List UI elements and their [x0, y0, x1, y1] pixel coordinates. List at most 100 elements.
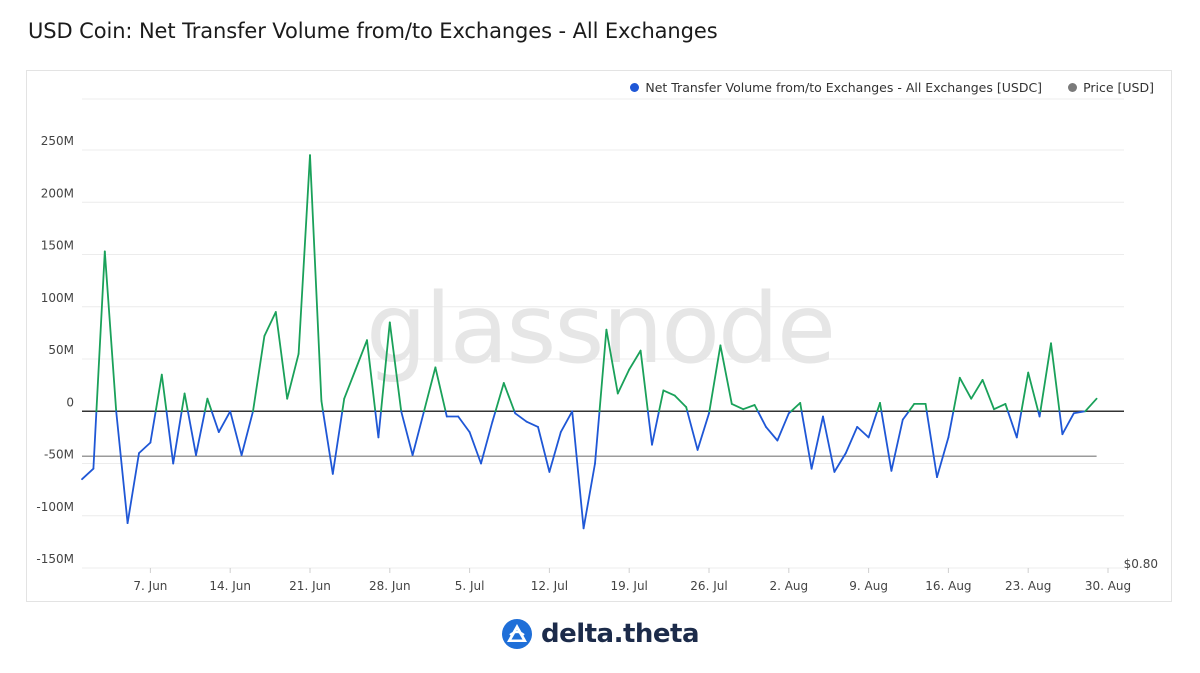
net-transfer-segment: [377, 410, 382, 439]
net-transfer-segment: [320, 399, 324, 413]
net-transfer-segment: [719, 344, 733, 405]
x-tick-label: 16. Aug: [925, 579, 971, 593]
net-transfer-segment: [115, 410, 129, 524]
net-transfer-segment: [1007, 410, 1018, 439]
net-transfer-segment: [165, 410, 175, 465]
net-transfer-segment: [206, 397, 213, 413]
x-tick-label: 2. Aug: [769, 579, 808, 593]
page-title: USD Coin: Net Transfer Volume from/to Ex…: [28, 19, 718, 43]
net-transfer-segment: [154, 373, 163, 413]
net-transfer-segment: [799, 401, 803, 413]
net-transfer-segment: [180, 392, 186, 413]
net-transfer-segment: [103, 250, 118, 413]
net-transfer-segment: [423, 366, 437, 413]
net-transfer-segment: [658, 389, 665, 413]
net-transfer-segment: [374, 410, 380, 439]
net-transfer-segment: [936, 436, 950, 479]
brand-name: delta.theta: [540, 619, 700, 649]
gridlines: [82, 98, 1124, 569]
net-transfer-segment: [639, 349, 649, 413]
net-transfer-segment: [952, 376, 961, 413]
net-transfer-segment: [867, 410, 879, 439]
legend-label-net-transfer: Net Transfer Volume from/to Exchanges - …: [645, 80, 1043, 95]
net-transfer-segment: [822, 415, 836, 473]
y-tick-label: 50M: [48, 343, 74, 357]
x-axis-ticks: 7. Jun 14. Jun 21. Jun 28. Jun 5. Jul 12. Jul…: [133, 568, 1131, 593]
net-transfer-segment: [598, 328, 608, 413]
net-transfer-segment: [673, 394, 688, 409]
net-transfer-segment: [195, 410, 206, 457]
net-transfer-segment: [559, 410, 574, 434]
net-transfer-segment: [958, 376, 973, 400]
net-transfer-segment: [95, 250, 106, 413]
net-transfer-segment: [480, 420, 494, 465]
net-transfer-segment: [924, 402, 928, 413]
net-transfer-segment: [742, 404, 756, 411]
net-transfer-segment: [172, 410, 183, 465]
net-transfer-segment: [92, 410, 98, 470]
price-axis-label: $0.80: [1124, 557, 1158, 571]
net-transfer-segment: [149, 410, 157, 444]
net-transfer-segment: [1004, 402, 1009, 413]
net-transfer-segment: [322, 410, 334, 475]
net-transfer-segment: [286, 352, 300, 400]
net-transfer-segment: [708, 344, 722, 413]
net-transfer-segment: [880, 410, 893, 472]
net-transfer-segment: [1061, 412, 1075, 436]
net-transfer-segment: [730, 402, 745, 411]
net-transfer-segment: [138, 441, 152, 455]
net-transfer-segment: [810, 415, 824, 470]
net-transfer-segment: [210, 410, 220, 434]
net-transfer-segment: [388, 321, 403, 413]
net-transfer-segment: [571, 410, 585, 530]
y-tick-label: 200M: [41, 186, 74, 200]
net-transfer-segment: [1039, 342, 1052, 413]
x-tick-label: 26. Jul: [690, 579, 727, 593]
net-transfer-segment: [160, 373, 168, 413]
net-transfer-segment: [1027, 371, 1040, 413]
net-transfer-segment: [343, 368, 357, 400]
net-transfer-segment: [366, 339, 377, 413]
y-tick-label: -50M: [44, 448, 74, 462]
net-transfer-segment: [800, 410, 813, 470]
y-tick-label: 0: [66, 395, 74, 409]
net-transfer-segment: [947, 410, 955, 439]
net-transfer-segment: [81, 467, 95, 481]
x-tick-label: 21. Jun: [289, 579, 331, 593]
x-tick-label: 19. Jul: [611, 579, 648, 593]
net-transfer-segment: [925, 410, 938, 479]
net-transfer-segment: [1015, 410, 1023, 439]
net-transfer-segment: [537, 425, 551, 473]
net-transfer-segment: [757, 410, 767, 428]
net-transfer-segment: [890, 418, 904, 472]
net-transfer-segment: [662, 389, 676, 397]
net-transfer-segment: [331, 410, 344, 475]
net-transfer-segment: [651, 410, 660, 446]
brand-footer: delta.theta: [0, 618, 1200, 650]
net-transfer-segment: [833, 452, 847, 473]
legend-dot-net-transfer: [630, 83, 640, 92]
net-transfer-segment: [981, 378, 995, 411]
net-transfer-segment: [1084, 397, 1098, 413]
net-transfer-segment: [582, 462, 596, 530]
net-transfer-segment: [380, 321, 391, 413]
net-transfer-segment: [856, 425, 870, 439]
y-axis-ticks: 250M 200M 150M 100M 50M 0 -50M -100M -150M: [36, 134, 74, 566]
legend-label-price: Price [USD]: [1083, 80, 1154, 95]
net-transfer-segment: [491, 410, 497, 423]
legend-item-net-transfer[interactable]: Net Transfer Volume from/to Exchanges - …: [630, 80, 1042, 95]
legend-item-price[interactable]: Price [USD]: [1068, 80, 1154, 95]
delta-theta-logo-icon: [501, 619, 532, 649]
legend: Net Transfer Volume from/to Exchanges - …: [630, 80, 1154, 95]
net-transfer-segment: [217, 410, 232, 434]
net-transfer-segment: [993, 402, 1007, 411]
net-transfer-segment: [628, 349, 642, 371]
net-transfer-segment: [309, 154, 323, 402]
net-transfer-segment: [186, 410, 197, 457]
net-transfer-segment: [1020, 371, 1030, 413]
net-transfer-segment: [765, 425, 779, 442]
y-tick-label: -150M: [36, 552, 74, 566]
x-tick-label: 23. Aug: [1005, 579, 1051, 593]
legend-dot-price: [1068, 83, 1078, 92]
